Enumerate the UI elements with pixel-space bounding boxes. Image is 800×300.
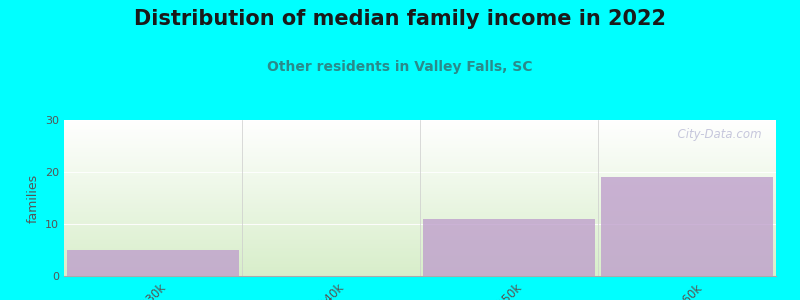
- Text: City-Data.com: City-Data.com: [670, 128, 762, 141]
- Bar: [422, 219, 595, 276]
- Bar: [601, 177, 774, 276]
- Text: Other residents in Valley Falls, SC: Other residents in Valley Falls, SC: [267, 60, 533, 74]
- Text: Distribution of median family income in 2022: Distribution of median family income in …: [134, 9, 666, 29]
- Y-axis label: families: families: [26, 173, 39, 223]
- Bar: [66, 250, 239, 276]
